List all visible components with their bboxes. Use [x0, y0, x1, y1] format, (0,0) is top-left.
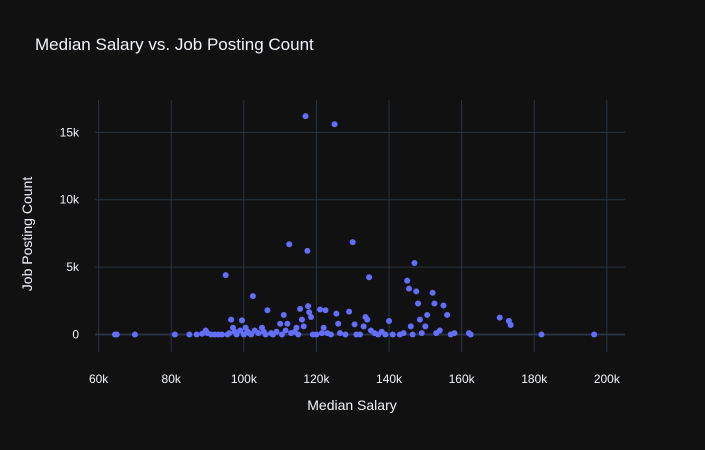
- data-point[interactable]: [297, 305, 304, 312]
- chart-title: Median Salary vs. Job Posting Count: [35, 35, 314, 54]
- x-tick-label: 80k: [162, 372, 182, 386]
- data-point[interactable]: [382, 331, 389, 338]
- data-point[interactable]: [342, 331, 349, 338]
- data-point[interactable]: [413, 288, 420, 295]
- data-point[interactable]: [444, 311, 451, 318]
- data-point[interactable]: [407, 323, 414, 330]
- data-point[interactable]: [333, 310, 340, 317]
- data-point[interactable]: [366, 274, 373, 281]
- data-point[interactable]: [306, 309, 313, 316]
- data-point[interactable]: [273, 328, 280, 335]
- data-point[interactable]: [286, 241, 293, 248]
- data-point[interactable]: [507, 322, 514, 329]
- x-axis-title: Median Salary: [307, 397, 397, 413]
- data-point[interactable]: [317, 306, 324, 313]
- data-point[interactable]: [226, 330, 233, 337]
- data-point[interactable]: [415, 300, 422, 307]
- data-point[interactable]: [171, 331, 178, 338]
- data-point[interactable]: [318, 330, 325, 337]
- data-point[interactable]: [400, 330, 407, 337]
- data-point[interactable]: [264, 307, 271, 314]
- data-point[interactable]: [222, 272, 229, 279]
- data-point[interactable]: [193, 331, 200, 338]
- data-point[interactable]: [418, 330, 425, 337]
- data-point[interactable]: [262, 331, 269, 338]
- x-tick-label: 100k: [231, 372, 258, 386]
- data-point[interactable]: [422, 323, 429, 330]
- data-point[interactable]: [295, 331, 302, 338]
- data-point[interactable]: [337, 330, 344, 337]
- y-tick-label: 5k: [66, 260, 80, 274]
- x-tick-label: 140k: [376, 372, 403, 386]
- x-tick-label: 200k: [594, 372, 621, 386]
- data-point[interactable]: [255, 330, 262, 337]
- data-point[interactable]: [248, 331, 255, 338]
- data-point[interactable]: [386, 318, 393, 325]
- data-point[interactable]: [335, 320, 342, 327]
- y-tick-label: 10k: [60, 193, 80, 207]
- data-point[interactable]: [357, 331, 363, 338]
- grid-layer: [95, 100, 625, 352]
- data-point[interactable]: [416, 316, 423, 323]
- data-point[interactable]: [322, 307, 329, 314]
- data-point[interactable]: [307, 313, 314, 320]
- y-tick-labels: 0 5k 10k 15k: [60, 125, 80, 341]
- data-point[interactable]: [320, 324, 327, 331]
- x-tick-label: 180k: [521, 372, 548, 386]
- data-point[interactable]: [346, 308, 353, 315]
- data-point[interactable]: [424, 311, 431, 318]
- data-point[interactable]: [440, 302, 447, 309]
- data-point[interactable]: [304, 247, 311, 254]
- data-point[interactable]: [351, 321, 358, 328]
- data-point[interactable]: [302, 113, 309, 120]
- data-point[interactable]: [436, 327, 443, 334]
- y-axis-title: Job Posting Count: [19, 177, 35, 292]
- data-point[interactable]: [404, 277, 411, 284]
- data-point[interactable]: [113, 331, 120, 338]
- data-point[interactable]: [277, 320, 284, 327]
- data-point[interactable]: [228, 316, 235, 323]
- data-point[interactable]: [406, 285, 413, 292]
- data-point[interactable]: [538, 331, 545, 338]
- data-point[interactable]: [298, 316, 305, 323]
- data-point[interactable]: [496, 314, 503, 321]
- x-tick-label: 160k: [449, 372, 476, 386]
- data-point[interactable]: [284, 320, 291, 327]
- data-point[interactable]: [331, 121, 338, 128]
- data-point[interactable]: [431, 300, 438, 307]
- data-point[interactable]: [364, 316, 371, 323]
- x-tick-label: 120k: [303, 372, 330, 386]
- data-point[interactable]: [300, 323, 307, 330]
- data-point[interactable]: [237, 327, 244, 334]
- data-point[interactable]: [305, 303, 312, 310]
- data-point[interactable]: [451, 330, 458, 337]
- data-point[interactable]: [429, 289, 436, 296]
- data-point[interactable]: [278, 331, 285, 338]
- data-point[interactable]: [313, 331, 320, 338]
- data-point[interactable]: [186, 331, 193, 338]
- data-point[interactable]: [591, 331, 598, 338]
- data-point[interactable]: [239, 317, 246, 324]
- data-point[interactable]: [409, 331, 416, 338]
- data-point[interactable]: [249, 293, 256, 300]
- data-point[interactable]: [360, 323, 367, 330]
- data-point[interactable]: [293, 324, 300, 331]
- data-point[interactable]: [327, 331, 334, 338]
- data-point[interactable]: [131, 331, 138, 338]
- data-point[interactable]: [282, 327, 289, 334]
- data-point[interactable]: [389, 331, 396, 338]
- x-tick-label: 60k: [89, 372, 109, 386]
- y-tick-label: 0: [72, 327, 79, 341]
- y-tick-label: 15k: [60, 125, 80, 139]
- points-layer: [111, 113, 598, 338]
- data-point[interactable]: [349, 239, 356, 246]
- data-point[interactable]: [280, 311, 287, 318]
- data-point[interactable]: [411, 260, 418, 267]
- data-point[interactable]: [233, 331, 240, 338]
- x-tick-labels: 60k 80k 100k 120k 140k 160k 180k 200k: [89, 372, 621, 386]
- data-point[interactable]: [467, 331, 474, 338]
- data-point[interactable]: [219, 331, 226, 338]
